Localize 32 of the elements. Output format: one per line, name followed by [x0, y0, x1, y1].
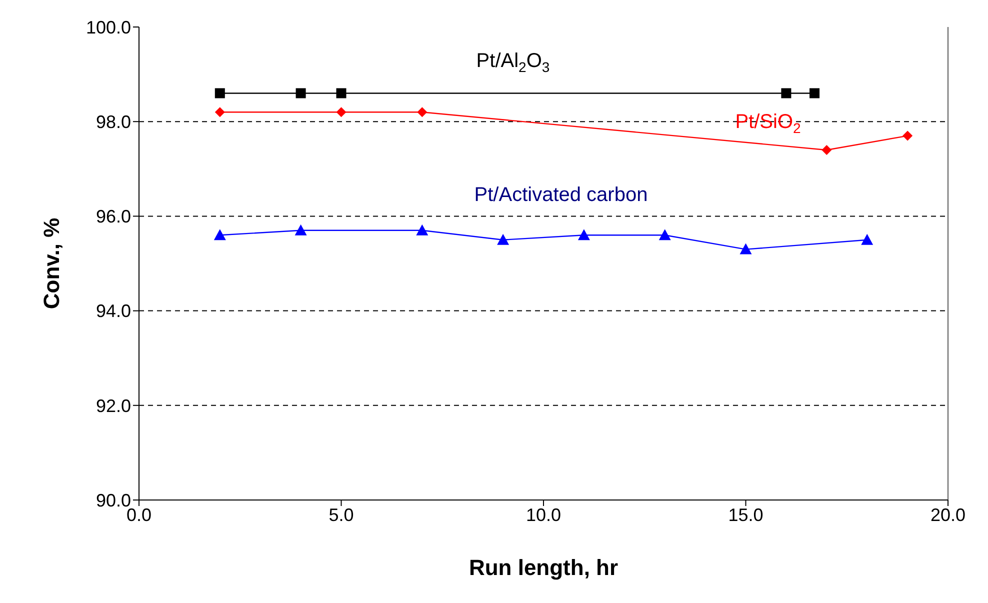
y-tick-label: 94.0	[96, 301, 131, 322]
point	[214, 229, 226, 240]
x-tick-label: 15.0	[728, 504, 764, 525]
series-label: Pt/SiO$_{2}$	[735, 111, 801, 136]
point	[296, 88, 306, 98]
point	[417, 107, 428, 118]
x-axis-title: Run length, hr	[468, 555, 618, 580]
point	[658, 229, 671, 240]
point	[214, 107, 225, 118]
x-tick-label: 20.0	[930, 504, 966, 525]
point	[902, 130, 913, 141]
point	[861, 234, 874, 245]
y-tick-label: 92.0	[96, 396, 131, 416]
point	[294, 224, 307, 236]
point	[497, 234, 510, 245]
point	[810, 88, 820, 98]
y-tick-label: 96.0	[96, 206, 131, 227]
point	[781, 88, 792, 98]
point	[336, 107, 346, 118]
x-tick-label: 5.0	[328, 504, 354, 525]
point	[214, 88, 225, 98]
series-label: Pt/Activated carbon	[474, 184, 648, 206]
point	[416, 224, 428, 236]
y-tick-label: 100.0	[86, 17, 131, 38]
point	[822, 144, 832, 155]
point	[740, 243, 752, 254]
point	[578, 229, 590, 240]
y-axis-title: Conv., %	[38, 218, 64, 310]
x-tick-label: 10.0	[526, 504, 562, 525]
y-tick-label: 98.0	[96, 112, 131, 132]
point	[336, 88, 346, 98]
series-label: Pt/Al$_{2}$O$_{3}$	[476, 50, 550, 75]
